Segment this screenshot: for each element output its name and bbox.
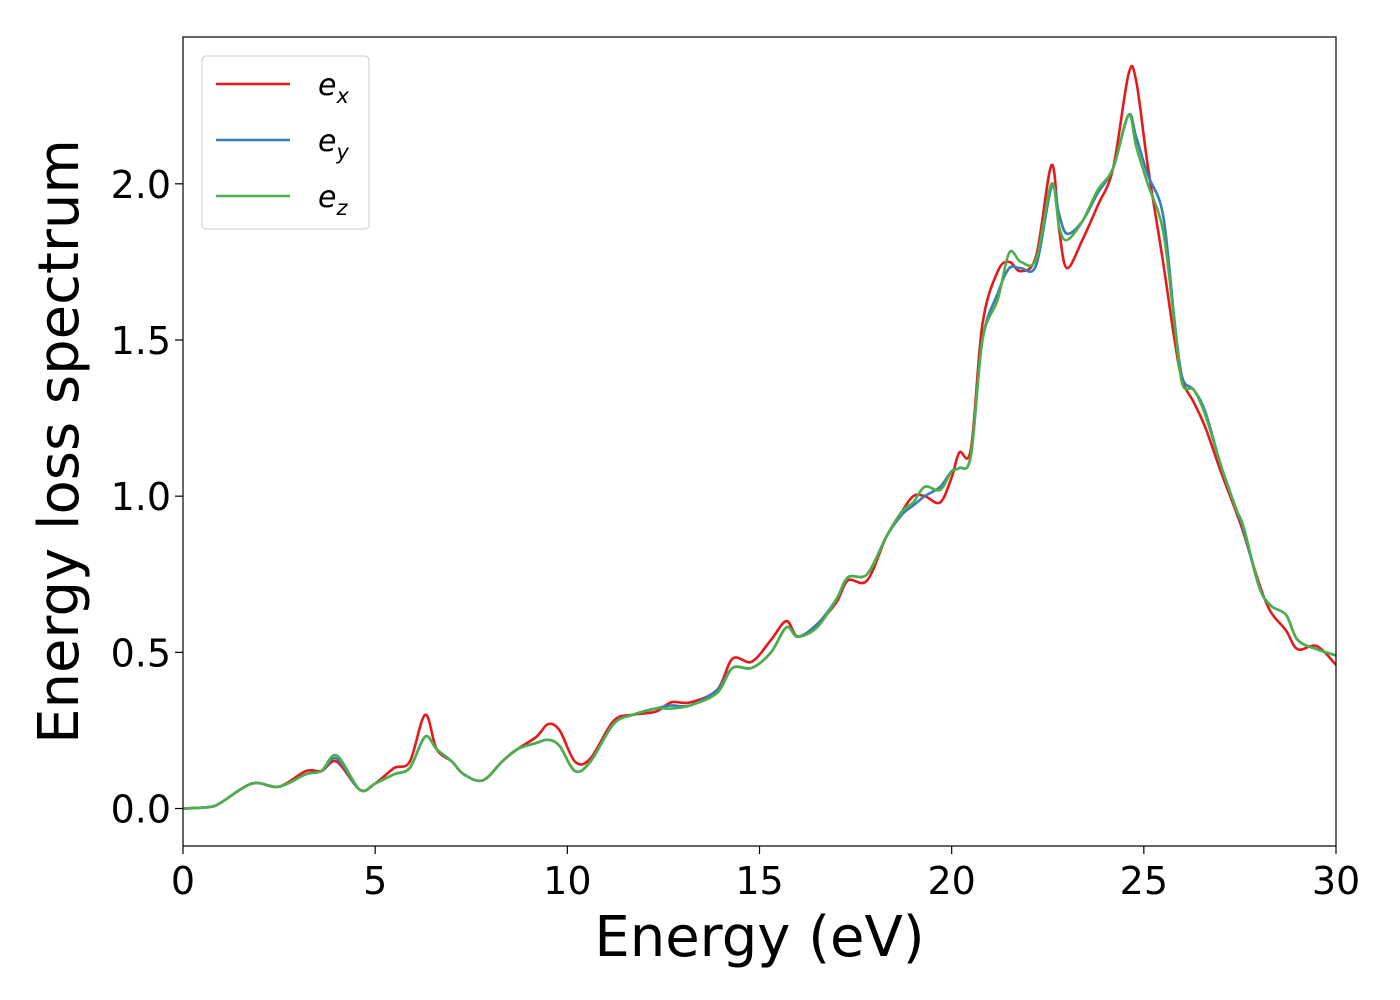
y-tick-label: 0.0 xyxy=(111,788,171,832)
x-tick-label: 10 xyxy=(543,859,591,903)
x-tick-label: 5 xyxy=(363,859,387,903)
axis-ticks: 0 5 10 15 20 25 30 0.0 0.5 1.0 1.5 2.0 xyxy=(111,163,1361,903)
series-line-x xyxy=(183,64,1336,810)
legend-label-subscript: y xyxy=(335,140,349,164)
x-tick-label: 25 xyxy=(1120,859,1168,903)
y-tick-label: 1.0 xyxy=(111,475,171,519)
x-tick-label: 30 xyxy=(1312,859,1360,903)
plot-frame xyxy=(182,36,1337,847)
legend-label-subscript: x xyxy=(335,84,349,108)
legend-label-base: e xyxy=(318,124,336,159)
legend-label-z: ez xyxy=(318,180,348,220)
x-tick-label: 20 xyxy=(927,859,975,903)
legend-label-y: ey xyxy=(318,124,349,164)
plot-area xyxy=(183,64,1336,810)
x-axis-label: Energy (eV) xyxy=(594,905,924,970)
x-tick-label: 0 xyxy=(171,859,195,903)
series-line-z xyxy=(183,113,1336,810)
legend-box xyxy=(201,55,370,230)
y-axis-label: Energy loss spectrum xyxy=(27,139,92,744)
y-tick-label: 1.5 xyxy=(111,319,171,363)
legend-label-base: e xyxy=(318,68,336,103)
x-tick-label: 15 xyxy=(735,859,783,903)
legend-label-x: ex xyxy=(318,68,349,108)
legend-label-base: e xyxy=(318,180,336,215)
legend-label-subscript: z xyxy=(335,196,348,220)
y-tick-label: 2.0 xyxy=(111,163,171,207)
y-tick-label: 0.5 xyxy=(111,631,171,675)
